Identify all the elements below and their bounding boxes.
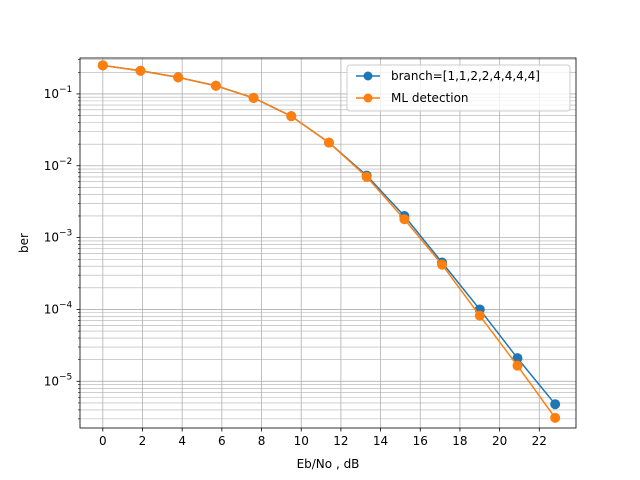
- x-tick-label: 6: [218, 434, 226, 448]
- y-tick-base: 10: [44, 87, 59, 101]
- y-tick-exponent: −2: [59, 157, 72, 167]
- x-tick-label: 0: [99, 434, 107, 448]
- y-tick-exponent: −1: [59, 85, 72, 95]
- y-tick-label: 10−4: [44, 300, 73, 316]
- series-0-point: [550, 399, 561, 410]
- x-tick-label: 16: [413, 434, 428, 448]
- legend-label: ML detection: [391, 91, 469, 105]
- plot-frame: [79, 57, 577, 429]
- series-1-point: [512, 360, 523, 371]
- y-axis: 10−110−210−310−410−5: [44, 59, 80, 420]
- y-tick-exponent: −4: [59, 300, 73, 310]
- legend: branch=[1,1,2,2,4,4,4,4] ML detection: [346, 64, 571, 112]
- y-tick-label: 10−1: [44, 85, 73, 101]
- y-tick-label: 10−2: [44, 157, 73, 173]
- series-1-point: [399, 214, 410, 225]
- y-tick-base: 10: [44, 374, 59, 388]
- y-tick-base: 10: [44, 231, 59, 245]
- y-tick-label: 10−5: [44, 372, 73, 388]
- x-tick-label: 22: [532, 434, 547, 448]
- series-1-point: [248, 92, 259, 103]
- legend-label: branch=[1,1,2,2,4,4,4,4]: [391, 69, 540, 83]
- legend-swatch-marker: [363, 71, 373, 81]
- y-tick-base: 10: [44, 302, 59, 316]
- x-tick-label: 10: [294, 434, 309, 448]
- series-1-point: [323, 137, 334, 148]
- x-axis-label: Eb/No , dB: [297, 457, 360, 471]
- grid: [80, 58, 576, 428]
- x-tick-label: 4: [178, 434, 186, 448]
- x-tick-label: 8: [258, 434, 266, 448]
- y-axis-label: ber: [17, 233, 31, 253]
- y-tick-label: 10−3: [44, 229, 73, 245]
- x-tick-label: 12: [333, 434, 348, 448]
- series-1-point: [361, 171, 372, 182]
- series-1-point: [173, 72, 184, 83]
- x-tick-label: 18: [452, 434, 467, 448]
- y-tick-exponent: −5: [59, 372, 72, 382]
- legend-box: [346, 64, 571, 112]
- x-tick-label: 2: [139, 434, 147, 448]
- series-1-point: [210, 80, 221, 91]
- x-tick-label: 20: [492, 434, 507, 448]
- legend-swatch-marker: [363, 93, 373, 103]
- y-tick-exponent: −3: [59, 229, 72, 239]
- series-1-point: [474, 310, 485, 321]
- series-1-point: [97, 60, 108, 71]
- series-1-point: [437, 259, 448, 270]
- x-tick-label: 14: [373, 434, 388, 448]
- x-axis: 0 2 4 6 8 10 12 14 16 18 20 22: [99, 428, 547, 448]
- series-1-point: [135, 65, 146, 76]
- series-group: [97, 60, 561, 423]
- series-1-point: [286, 111, 297, 122]
- y-tick-base: 10: [44, 159, 59, 173]
- series-1-point: [550, 412, 561, 423]
